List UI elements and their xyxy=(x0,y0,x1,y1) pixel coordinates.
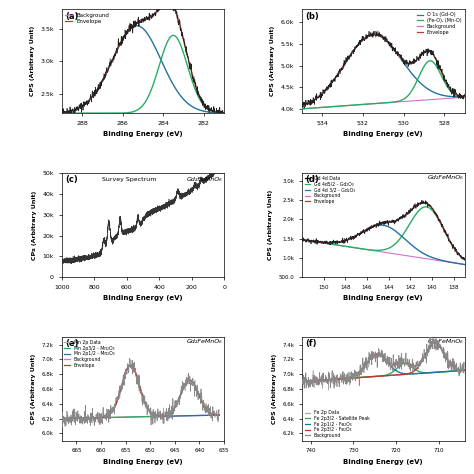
Text: Survey Spectrum: Survey Spectrum xyxy=(102,177,156,182)
X-axis label: Binding Energy (eV): Binding Energy (eV) xyxy=(103,295,182,301)
Y-axis label: CPS (Arbitrary Unit): CPS (Arbitrary Unit) xyxy=(268,190,273,260)
X-axis label: Binding Energy (eV): Binding Energy (eV) xyxy=(344,295,423,301)
Text: (a): (a) xyxy=(65,11,78,20)
Text: Gd₂FeMnO₆: Gd₂FeMnO₆ xyxy=(427,175,463,181)
Text: (d): (d) xyxy=(305,175,319,184)
Legend: Mn 2p Data, Mn 2p3/2 - Mn₂O₃, Mn 2p1/2 - Mn₂O₃, Background, Envelope: Mn 2p Data, Mn 2p3/2 - Mn₂O₃, Mn 2p1/2 -… xyxy=(64,339,115,368)
Text: Gd₂FeMnO₆: Gd₂FeMnO₆ xyxy=(187,339,222,344)
Y-axis label: CPS (Arbitrary Unit): CPS (Arbitrary Unit) xyxy=(272,354,277,424)
Legend: Gd 4d Data, Gd 4d5/2 - Gd₂O₃, Gd 4d 3/2 - Gd₂O₃, Background, Envelope: Gd 4d Data, Gd 4d5/2 - Gd₂O₃, Gd 4d 3/2 … xyxy=(304,175,356,204)
X-axis label: Binding Energy (eV): Binding Energy (eV) xyxy=(103,459,182,465)
Text: Gd₂FeMnO₆: Gd₂FeMnO₆ xyxy=(427,339,463,344)
Text: (e): (e) xyxy=(65,339,78,348)
Y-axis label: CPS (Arbitrary Unit): CPS (Arbitrary Unit) xyxy=(270,26,275,96)
X-axis label: Binding Energy (eV): Binding Energy (eV) xyxy=(103,131,182,137)
Legend: Fe 2p Data, Fe 2p3/2 - Satellite Peak, Fe 2p1/2 - Fe₂O₃, Fe 2p3/2 - Fe₂O₃, Backg: Fe 2p Data, Fe 2p3/2 - Satellite Peak, F… xyxy=(304,410,370,438)
Text: Gd₂FeMnO₆: Gd₂FeMnO₆ xyxy=(187,177,222,182)
Y-axis label: CPS (Arbitrary Unit): CPS (Arbitrary Unit) xyxy=(31,354,36,424)
Y-axis label: CPs (Arbitrary Unit): CPs (Arbitrary Unit) xyxy=(32,191,37,260)
Text: (f): (f) xyxy=(305,339,317,348)
Y-axis label: CPS (Arbitrary Unit): CPS (Arbitrary Unit) xyxy=(30,26,35,96)
X-axis label: Binding Energy (eV): Binding Energy (eV) xyxy=(344,131,423,137)
Legend: O 1s (Gd-O), (Fe-O), (Mn-O), Background, Envelope: O 1s (Gd-O), (Fe-O), (Mn-O), Background,… xyxy=(417,12,462,35)
Text: (b): (b) xyxy=(305,11,319,20)
X-axis label: Binding Energy (eV): Binding Energy (eV) xyxy=(344,459,423,465)
Text: (c): (c) xyxy=(65,175,78,184)
Legend: Background, Envelope: Background, Envelope xyxy=(64,12,109,24)
